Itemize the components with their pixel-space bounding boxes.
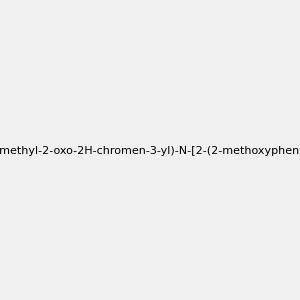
Text: 3-(7-methoxy-4,8-dimethyl-2-oxo-2H-chromen-3-yl)-N-[2-(2-methoxyphenyl)ethyl]pro: 3-(7-methoxy-4,8-dimethyl-2-oxo-2H-chrom… <box>0 146 300 157</box>
